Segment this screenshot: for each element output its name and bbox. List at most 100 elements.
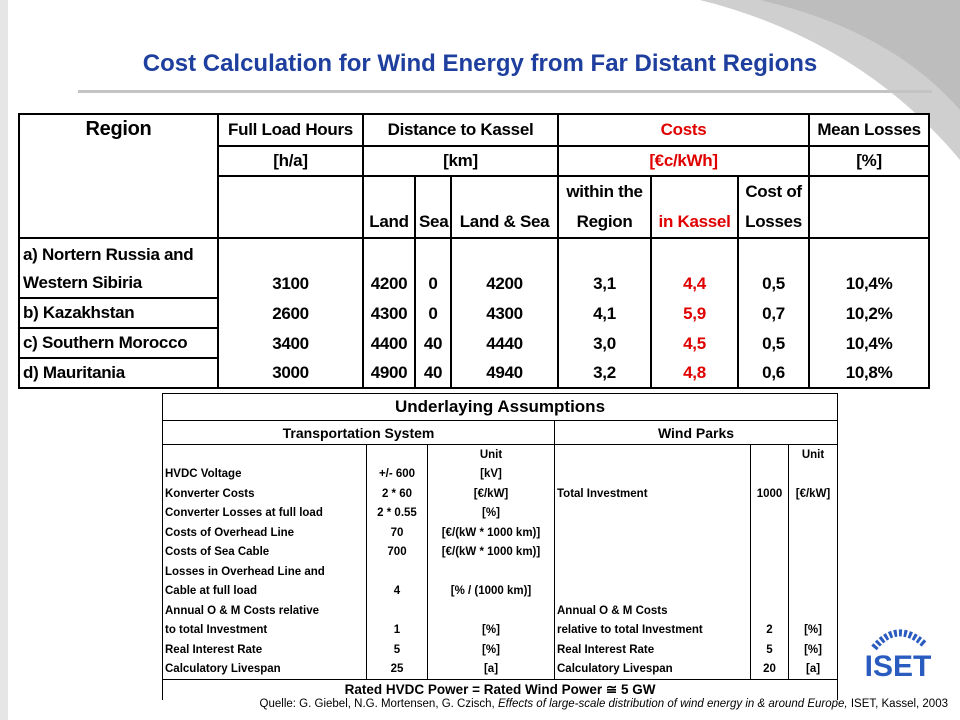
- value-cell: 4200: [362, 238, 416, 298]
- table-row: Unit Unit: [162, 444, 839, 465]
- logo: ISET: [865, 629, 931, 682]
- assumption-cell: [%]: [787, 620, 839, 640]
- empty-cell: [787, 581, 839, 601]
- table-row: Costs of Overhead Line 70 [€/(kW * 1000 km…: [162, 523, 839, 543]
- assumption-cell: Annual O & M Costs: [554, 601, 751, 621]
- empty-cell: [554, 503, 751, 523]
- table-row: Land Sea Land & Sea within the Region in Kas…: [19, 175, 931, 239]
- assumption-cell: Costs of Sea Cable: [162, 542, 367, 562]
- header-cell: Mean Losses: [808, 113, 931, 147]
- empty-cell: [554, 562, 751, 582]
- assumption-cell: HVDC Voltage: [162, 464, 367, 484]
- empty-cell: [750, 444, 789, 465]
- table-row: Losses in Overhead Line and: [162, 562, 839, 582]
- assumption-cell: [a]: [427, 659, 555, 680]
- empty-cell: [427, 601, 555, 621]
- assumption-cell: 2: [750, 620, 789, 640]
- region-line: c) Southern Morocco: [23, 333, 188, 352]
- assumption-cell: 700: [366, 542, 428, 562]
- region-cell: d) Mauritania: [18, 357, 219, 389]
- assumption-cell: Converter Losses at full load: [162, 503, 367, 523]
- source-prefix: Quelle: G. Giebel, N.G. Mortensen, G. Cz…: [259, 698, 495, 710]
- value-cell: 3,0: [557, 328, 653, 358]
- value-cell: 3400: [217, 328, 364, 358]
- empty-cell: [787, 562, 839, 582]
- value-cell: 2600: [217, 298, 364, 328]
- table-row: Cable at full load 4 [% / (1000 km)]: [162, 581, 839, 601]
- assumption-cell: Calculatory Livespan: [162, 659, 367, 680]
- table-row: Converter Losses at full load 2 * 0.55 [%]: [162, 503, 839, 523]
- assumption-cell: Real Interest Rate: [554, 640, 751, 660]
- value-cell: 4300: [449, 298, 560, 328]
- table-row: [h/a] [km] [€c/kWh] [%]: [19, 145, 931, 177]
- assumption-cell: Cable at full load: [162, 581, 367, 601]
- assumption-cell: Calculatory Livespan: [554, 659, 751, 680]
- assumption-cell: 25: [366, 659, 428, 680]
- unit-cell: [km]: [361, 145, 560, 177]
- subheader-cell: Sea: [414, 175, 452, 239]
- region-cell: c) Southern Morocco: [18, 327, 219, 359]
- assumption-cell: to total Investment: [162, 620, 367, 640]
- subheader-cell: Land & Sea: [449, 175, 560, 239]
- empty-cell: [427, 562, 555, 582]
- table-row: Costs of Sea Cable 700 [€/(kW * 1000 km)]: [162, 542, 839, 562]
- empty-cell: [750, 562, 789, 582]
- unit-cell: [€c/kWh]: [557, 145, 811, 177]
- empty-cell: [554, 444, 751, 465]
- title-rule: [78, 90, 932, 93]
- empty-cell: [217, 175, 364, 239]
- assumptions-title: Underlaying Assumptions: [161, 393, 839, 421]
- empty-cell: [366, 444, 428, 465]
- assumption-cell: Annual O & M Costs relative: [162, 601, 367, 621]
- value-cell: 0,5: [737, 328, 811, 358]
- value-cell: 40: [414, 328, 452, 358]
- unit-cell: [%]: [808, 145, 931, 177]
- assumption-cell: 1000: [750, 484, 789, 504]
- unit-cell: [h/a]: [217, 145, 364, 177]
- source: Quelle: G. Giebel, N.G. Mortensen, G. Cz…: [260, 698, 948, 710]
- table-row: c) Southern Morocco 3400 4400 40 4440 3,0 4,5 0…: [18, 327, 931, 359]
- assumption-cell: [kV]: [427, 464, 555, 484]
- assumption-cell: [%]: [427, 640, 555, 660]
- table-row: d) Mauritania 3000 4900 40 4940 3,2 4,8 0,6 10,8…: [18, 357, 931, 389]
- assumptions-table: Underlaying Assumptions Transportation Sy…: [161, 393, 839, 700]
- cost-table: Region Full Load Hours Distance to Kassel C…: [18, 113, 931, 389]
- assumption-cell: relative to total Investment: [554, 620, 751, 640]
- assumption-cell: [%]: [427, 503, 555, 523]
- value-cell: 0,5: [737, 238, 811, 298]
- section-title: Transportation System: [162, 420, 555, 445]
- value-cell: 4400: [362, 328, 416, 358]
- assumption-cell: 5: [750, 640, 789, 660]
- value-cell: 40: [414, 358, 452, 389]
- value-cell: 3000: [217, 358, 364, 389]
- table-row: Annual O & M Costs relative Annual O & M …: [162, 601, 839, 621]
- empty-cell: [554, 464, 751, 484]
- value-cell: 4,8: [650, 358, 740, 389]
- table-row: b) Kazakhstan 2600 4300 0 4300 4,1 5,9 0,7 10,2%: [18, 297, 931, 329]
- assumption-cell: [€/kW]: [427, 484, 555, 504]
- value-cell: 4440: [449, 328, 560, 358]
- region-line: a) Nortern Russia and: [23, 245, 194, 264]
- assumption-cell: [€/kW]: [787, 484, 839, 504]
- value-cell: 4,5: [650, 328, 740, 358]
- assumption-cell: 70: [366, 523, 428, 543]
- assumption-cell: Real Interest Rate: [162, 640, 367, 660]
- section-title: Wind Parks: [553, 420, 839, 445]
- empty-cell: [787, 523, 839, 543]
- value-cell: 10,8%: [808, 358, 931, 389]
- assumption-cell: 2 * 0.55: [366, 503, 428, 523]
- assumption-cell: [€/(kW * 1000 km)]: [427, 542, 555, 562]
- assumption-cell: [%]: [427, 620, 555, 640]
- assumption-cell: 1: [366, 620, 428, 640]
- value-cell: 4940: [449, 358, 560, 389]
- assumption-cell: 2 * 60: [366, 484, 428, 504]
- table-row: HVDC Voltage +/- 600 [kV]: [162, 464, 839, 484]
- subheader-cell: Land: [362, 175, 416, 239]
- subheader-cell: within the Region: [557, 175, 653, 239]
- empty-cell: [787, 601, 839, 621]
- value-cell: 10,2%: [808, 298, 931, 328]
- region-line: b) Kazakhstan: [23, 303, 135, 322]
- value-cell: 10,4%: [808, 328, 931, 358]
- table-row: Real Interest Rate 5 [%] Real Interest Rate…: [162, 640, 839, 660]
- subheader-cell: in Kassel: [650, 175, 740, 239]
